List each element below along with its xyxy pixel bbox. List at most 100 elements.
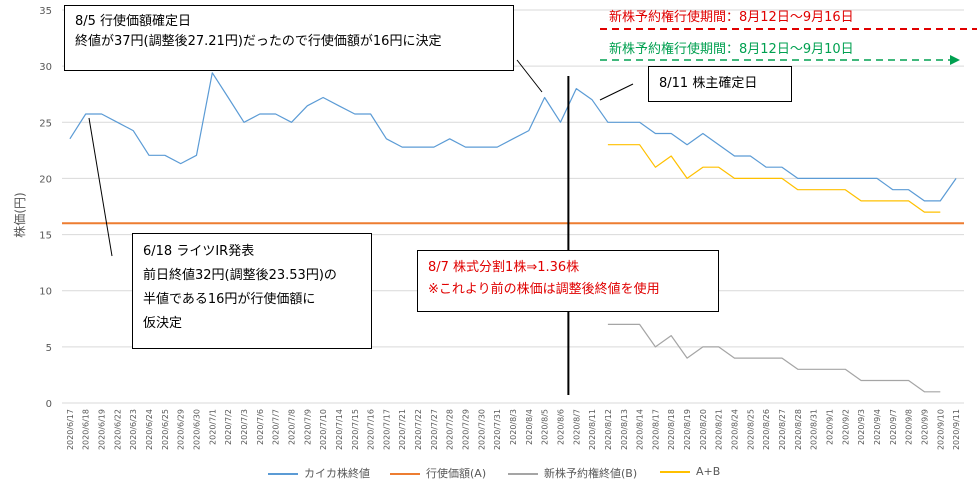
annotation-aug7-line2: ※これより前の株価は調整後終値を使用: [428, 282, 660, 297]
legend-item-warrant: 新株予約権終値(B): [508, 465, 637, 481]
y-tick-label: 20: [39, 174, 52, 185]
x-tick-label: 2020/8/4: [525, 409, 534, 445]
annotation-aug5-line2: 終値が37円(調整後27.21円)だったので行使価額が16円に決定: [75, 34, 442, 49]
x-tick-label: 2020/9/3: [857, 409, 866, 445]
legend-swatch-sum: [660, 471, 690, 473]
x-tick-label: 2020/8/3: [509, 409, 518, 445]
series-2: [607, 323, 941, 393]
annotation-jun18: 6/18 ライツIR発表 前日終値32円(調整後23.53円)の 半値である16…: [132, 233, 372, 349]
x-tick-label: 2020/8/5: [541, 409, 550, 445]
annotation-jun18-line4: 仮決定: [143, 316, 183, 331]
legend-swatch-warrant: [508, 473, 538, 475]
x-tick-label: 2020/8/17: [651, 409, 660, 450]
annotation-aug5-line1: 8/5 行使価額確定日: [75, 14, 192, 29]
x-tick-label: 2020/7/7: [272, 409, 281, 445]
x-tick-label: 2020/8/31: [810, 409, 819, 450]
x-tick-label: 2020/7/14: [335, 409, 344, 450]
legend-swatch-exercise: [390, 473, 420, 475]
legend-item-sum: A+B: [660, 465, 720, 478]
x-tick-label: 2020/6/24: [145, 409, 154, 450]
x-tick-label: 2020/9/4: [873, 409, 882, 445]
series-line-0: [69, 72, 957, 202]
period-green-label: 新株予約権行使期間：8月12日～9月10日: [609, 42, 854, 57]
x-tick-label: 2020/8/19: [683, 409, 692, 450]
x-tick-label: 2020/7/10: [319, 409, 328, 450]
annotation-jun18-line3: 半値である16円が行使価額に: [143, 292, 316, 307]
x-tick-label: 2020/8/7: [572, 409, 581, 445]
y-tick-label: 15: [39, 231, 52, 242]
leader-aug11: [599, 83, 634, 101]
annotation-aug11: 8/11 株主確定日: [648, 66, 792, 102]
x-tick-label: 2020/8/20: [699, 409, 708, 450]
legend-label-warrant: 新株予約権終値(B): [544, 467, 638, 480]
x-tick-label: 2020/8/13: [620, 409, 629, 450]
annotation-aug7: 8/7 株式分割1株⇒1.36株 ※これより前の株価は調整後終値を使用: [417, 250, 719, 312]
x-tick-label: 2020/7/3: [240, 409, 249, 445]
series-line-2: [607, 323, 941, 393]
x-tick-label: 2020/7/8: [287, 409, 296, 445]
x-tick-label: 2020/6/25: [161, 409, 170, 450]
annotation-jun18-line1: 6/18 ライツIR発表: [143, 244, 255, 259]
x-tick-label: 2020/8/14: [636, 409, 645, 450]
legend-item-close: カイカ株終値: [268, 465, 370, 481]
x-tick-label: 2020/7/29: [462, 409, 471, 450]
x-tick-label: 2020/7/17: [382, 409, 391, 450]
series-line-3: [607, 144, 941, 213]
period-green-arrowhead: [950, 55, 960, 65]
x-tick-label: 2020/9/9: [920, 409, 929, 445]
x-tick-label: 2020/7/6: [256, 409, 265, 445]
x-tick-label: 2020/7/31: [493, 409, 502, 450]
y-tick-label: 0: [46, 399, 52, 410]
period-red-label: 新株予約権行使期間：8月12日～9月16日: [609, 10, 854, 25]
annotation-aug7-line1: 8/7 株式分割1株⇒1.36株: [428, 260, 580, 275]
x-tick-label: 2020/9/8: [905, 409, 914, 445]
x-tick-label: 2020/7/30: [477, 409, 486, 450]
x-tick-label: 2020/8/21: [715, 409, 724, 450]
x-tick-label: 2020/7/22: [414, 409, 423, 450]
y-axis-label: 株価(円): [12, 192, 27, 237]
legend-label-sum: A+B: [696, 465, 721, 478]
x-tick-label: 2020/7/21: [398, 409, 407, 450]
x-tick-label: 2020/8/25: [746, 409, 755, 450]
x-tick-label: 2020/6/19: [98, 409, 107, 450]
x-tick-label: 2020/8/26: [762, 409, 771, 450]
x-tick-label: 2020/9/10: [936, 409, 945, 450]
x-tick-label: 2020/8/12: [604, 409, 613, 450]
y-tick-label: 5: [46, 343, 52, 354]
y-tick-label: 30: [39, 62, 52, 73]
x-tick-label: 2020/8/18: [667, 409, 676, 450]
x-tick-label: 2020/8/6: [556, 409, 565, 445]
x-tick-label: 2020/7/1: [208, 409, 217, 445]
annotation-aug11-line1: 8/11 株主確定日: [659, 76, 758, 91]
x-tick-label: 2020/7/15: [351, 409, 360, 450]
legend-label-exercise: 行使価額(A): [426, 467, 487, 480]
x-tick-label: 2020/6/17: [66, 409, 75, 450]
x-tick-label: 2020/9/2: [841, 409, 850, 445]
x-tick-label: 2020/6/22: [113, 409, 122, 450]
y-tick-label: 35: [39, 6, 52, 17]
y-tick-label: 10: [39, 287, 52, 298]
x-tick-label: 2020/9/1: [825, 409, 834, 445]
x-tick-label: 2020/7/2: [224, 409, 233, 445]
x-tick-label: 2020/6/29: [177, 409, 186, 450]
x-tick-label: 2020/6/18: [82, 409, 91, 450]
y-tick-label: 25: [39, 118, 52, 129]
leader-aug5: [516, 59, 543, 93]
legend-label-close: カイカ株終値: [304, 467, 370, 480]
legend-swatch-close: [268, 473, 298, 475]
x-tick-label: 2020/6/30: [193, 409, 202, 450]
x-tick-label: 2020/7/16: [367, 409, 376, 450]
series-3: [607, 144, 941, 213]
annotation-jun18-line2: 前日終値32円(調整後23.53円)の: [143, 268, 337, 283]
x-tick-label: 2020/9/7: [889, 409, 898, 445]
x-tick-label: 2020/8/28: [794, 409, 803, 450]
x-tick-label: 2020/8/27: [778, 409, 787, 450]
x-tick-label: 2020/7/9: [303, 409, 312, 445]
x-tick-label: 2020/8/11: [588, 409, 597, 450]
series-0: [69, 72, 957, 202]
x-tick-label: 2020/7/28: [446, 409, 455, 450]
x-tick-label: 2020/9/11: [952, 409, 961, 450]
x-tick-label: 2020/8/24: [731, 409, 740, 450]
x-tick-label: 2020/7/27: [430, 409, 439, 450]
